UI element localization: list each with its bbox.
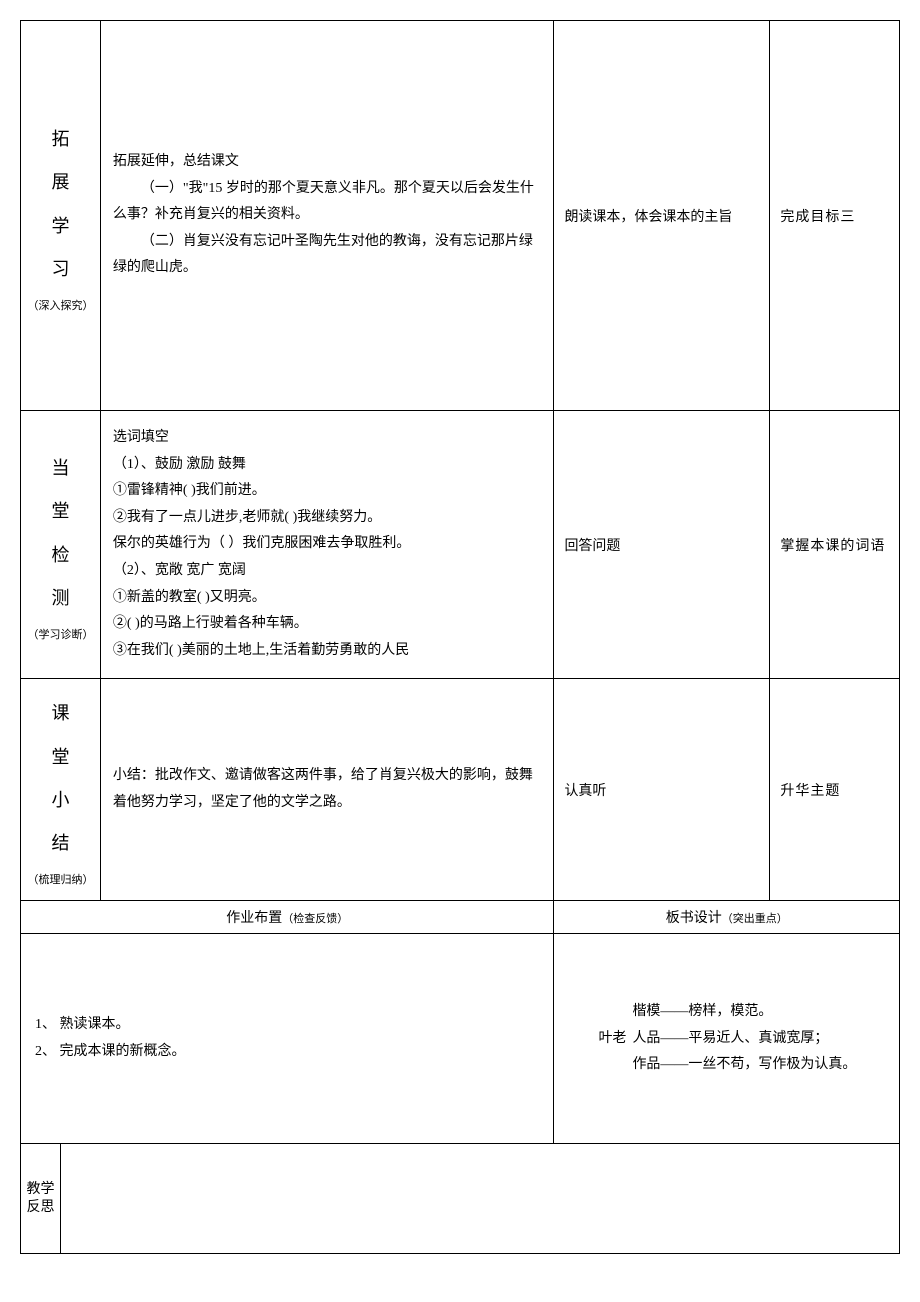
reflect-label: 教学反思 — [25, 1181, 56, 1217]
homework-item: 1、 熟读课本。 — [35, 1017, 130, 1032]
extend-p1: （一）"我"15 岁时的那个夏天意义非凡。那个夏天以后会发生什么事？补充肖复兴的… — [113, 176, 542, 229]
test-line: ②我有了一点儿进步,老师就( )我继续努力。 — [113, 510, 381, 525]
extend-p2: （二）肖复兴没有忘记叶圣陶先生对他的教诲，没有忘记那片绿绿的爬山虎。 — [113, 229, 542, 282]
header-char: 堂 — [27, 490, 94, 533]
test-title: 选词填空 — [113, 430, 169, 445]
header-char: 小 — [27, 779, 94, 822]
homework-header: 作业布置（检查反馈） — [21, 901, 554, 934]
extend-content: 拓展延伸，总结课文 （一）"我"15 岁时的那个夏天意义非凡。那个夏天以后会发生… — [100, 21, 554, 411]
test-line: ②( )的马路上行驶着各种车辆。 — [113, 616, 308, 631]
header-char: 检 — [27, 534, 94, 577]
reflect-header: 教学反思 — [21, 1144, 61, 1254]
board-line: 楷模——榜样，模范。 — [632, 1004, 772, 1019]
test-activity: 回答问题 — [554, 411, 770, 679]
header-char: 课 — [27, 692, 94, 735]
extend-title: 拓展延伸，总结课文 — [113, 154, 239, 169]
section-header-test: 当 堂 检 测 （学习诊断） — [21, 411, 101, 679]
extend-activity: 朗读课本，体会课本的主旨 — [554, 21, 770, 411]
board-line: 人品——平易近人、真诚宽厚； — [632, 1031, 828, 1046]
header-char: 学 — [27, 205, 94, 248]
board-header-sub: （突出重点） — [722, 913, 788, 925]
summary-goal: 升华主题 — [770, 679, 900, 901]
reflect-content — [60, 1144, 899, 1254]
board-header: 板书设计（突出重点） — [554, 901, 900, 934]
header-char: 当 — [27, 447, 94, 490]
header-note: （学习诊断） — [27, 626, 94, 642]
test-line: 保尔的英雄行为（ ）我们克服困难去争取胜利。 — [113, 536, 411, 551]
header-char: 堂 — [27, 736, 94, 779]
extend-goal: 完成目标三 — [770, 21, 900, 411]
homework-item: 2、 完成本课的新概念。 — [35, 1044, 186, 1059]
test-line: （2）、宽敞 宽广 宽阔 — [113, 563, 246, 578]
test-line: ①雷锋精神( )我们前进。 — [113, 483, 266, 498]
section-header-extend: 拓 展 学 习 （深入探究） — [21, 21, 101, 411]
test-line: ①新盖的教室( )又明亮。 — [113, 590, 266, 605]
header-note: （深入探究） — [27, 297, 94, 313]
header-char: 习 — [27, 248, 94, 291]
summary-content: 小结：批改作文、邀请做客这两件事，给了肖复兴极大的影响，鼓舞着他努力学习，坚定了… — [100, 679, 554, 901]
board-left-label: 叶老 — [598, 1026, 626, 1053]
section-header-summary: 课 堂 小 结 （梳理归纳） — [21, 679, 101, 901]
homework-header-main: 作业布置 — [226, 911, 282, 926]
board-header-main: 板书设计 — [666, 911, 722, 926]
header-char: 测 — [27, 577, 94, 620]
test-line: （1）、鼓励 激励 鼓舞 — [113, 457, 246, 472]
lesson-plan-table: 拓 展 学 习 （深入探究） 拓展延伸，总结课文 （一）"我"15 岁时的那个夏… — [20, 20, 900, 1254]
header-char: 展 — [27, 161, 94, 204]
test-goal: 掌握本课的词语 — [770, 411, 900, 679]
test-content: 选词填空 （1）、鼓励 激励 鼓舞 ①雷锋精神( )我们前进。 ②我有了一点儿进… — [100, 411, 554, 679]
board-line: 作品——一丝不苟，写作极为认真。 — [632, 1057, 856, 1072]
homework-content: 1、 熟读课本。 2、 完成本课的新概念。 — [21, 934, 554, 1144]
header-char: 结 — [27, 822, 94, 865]
summary-activity: 认真听 — [554, 679, 770, 901]
test-line: ③在我们( )美丽的土地上,生活着勤劳勇敢的人民 — [113, 643, 409, 658]
header-note: （梳理归纳） — [27, 871, 94, 887]
homework-header-sub: （检查反馈） — [282, 913, 348, 925]
board-content: 叶老 楷模——榜样，模范。 人品——平易近人、真诚宽厚； 作品——一丝不苟，写作… — [554, 934, 900, 1144]
header-char: 拓 — [27, 118, 94, 161]
